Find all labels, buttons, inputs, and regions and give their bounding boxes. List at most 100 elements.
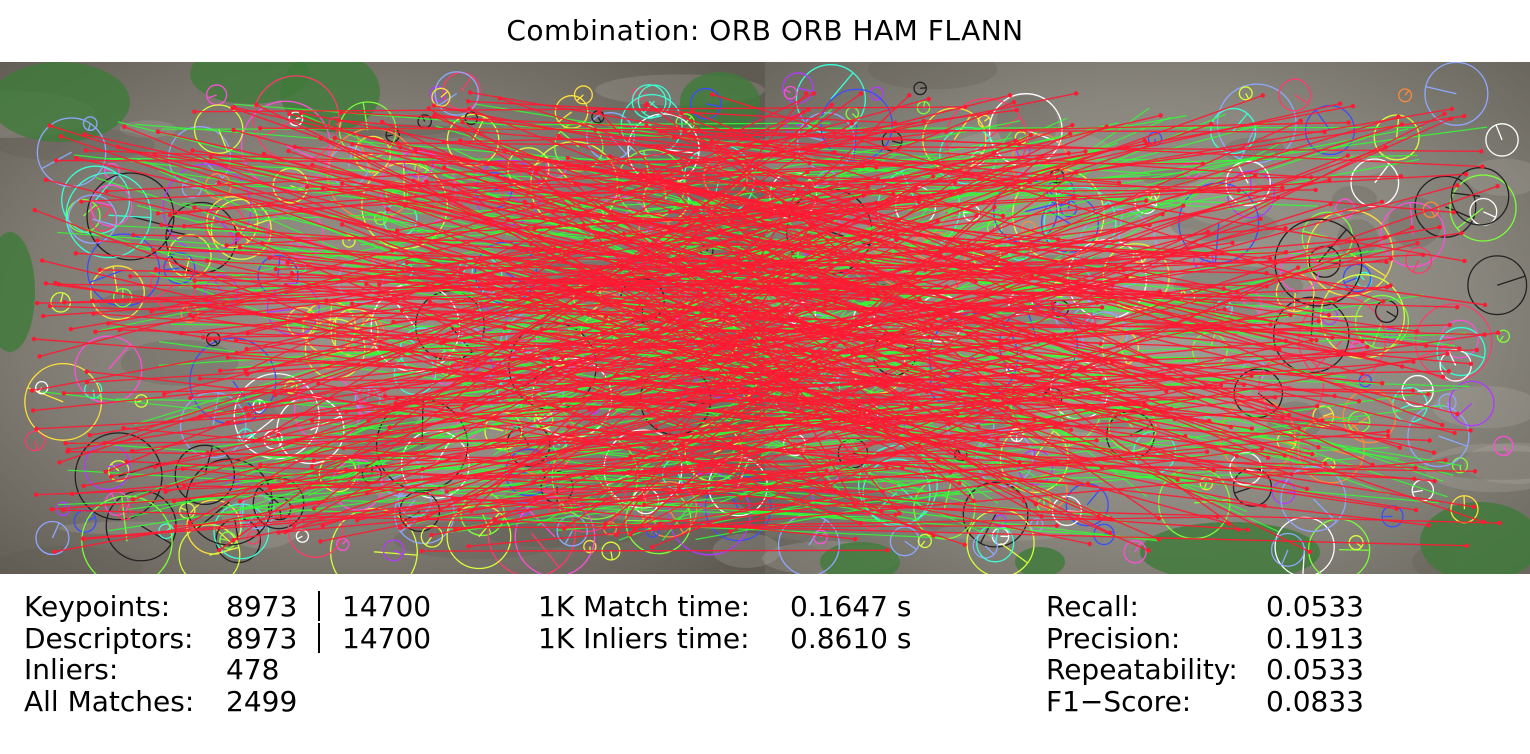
keypoint-orientation (83, 204, 97, 217)
keypoint-orientation (1350, 344, 1358, 349)
keypoint-orientation (634, 88, 639, 95)
match-endpoint (273, 266, 278, 272)
match-endpoint (216, 180, 222, 185)
match-endpoint (709, 138, 714, 144)
match-line (406, 261, 1333, 339)
match-endpoint (1068, 427, 1074, 433)
match-endpoint (276, 432, 281, 438)
match-endpoint (823, 303, 828, 308)
match-endpoint (43, 281, 49, 286)
match-endpoint (1295, 265, 1301, 270)
match-endpoint (355, 517, 360, 523)
match-endpoint (643, 103, 648, 108)
match-endpoint (190, 148, 195, 153)
match-line (105, 101, 1015, 473)
inlier-line (211, 157, 1454, 476)
match-endpoint (468, 509, 474, 514)
inlier-line (749, 356, 1399, 460)
match-endpoint (162, 391, 167, 397)
match-endpoint (1482, 302, 1488, 308)
match-endpoint (1497, 520, 1502, 526)
keypoint (84, 380, 103, 399)
match-endpoint (1147, 222, 1152, 228)
precision-label: Precision: (1046, 621, 1181, 655)
match-endpoint (244, 346, 249, 352)
match-endpoint (339, 222, 345, 227)
match-endpoint (159, 222, 164, 228)
keypoint (869, 86, 884, 101)
repeatability-value: 0.0533 (1266, 653, 1364, 686)
keypoint-orientation (373, 551, 418, 556)
match-endpoint (1409, 225, 1415, 230)
match-line (660, 130, 1020, 145)
keypoint (134, 394, 149, 408)
match-endpoint (975, 379, 981, 384)
keypoint-orientation (1302, 230, 1328, 238)
keypoint-orientation (1438, 435, 1468, 447)
match-endpoint (497, 96, 502, 101)
keypoint-orientation (154, 285, 174, 300)
match-endpoint (40, 258, 45, 263)
match-endpoint (1385, 433, 1391, 439)
match-endpoint (1356, 398, 1362, 404)
match-endpoint (1054, 523, 1060, 528)
match-line (550, 360, 1265, 507)
match-endpoint (29, 388, 35, 393)
match-endpoint (413, 147, 419, 152)
keypoint (213, 503, 270, 560)
match-endpoint (65, 449, 70, 454)
match-endpoint (1296, 426, 1302, 431)
match-endpoint (1454, 305, 1460, 310)
match-line (719, 263, 1326, 465)
match-endpoint (1265, 455, 1271, 461)
match-line (669, 181, 1160, 519)
match-line (604, 206, 995, 525)
match-endpoint (460, 406, 465, 412)
match-endpoint (173, 524, 178, 529)
match-endpoint (1268, 322, 1273, 327)
match-endpoint (649, 327, 655, 333)
match-endpoint (201, 335, 206, 340)
keypoint (1123, 540, 1147, 564)
match-endpoint (852, 503, 858, 508)
match-line (124, 126, 920, 447)
match-line (287, 261, 1283, 419)
match-endpoint (1083, 149, 1088, 154)
match-endpoint (1168, 406, 1174, 411)
match-line (227, 356, 1471, 432)
match-endpoint (43, 177, 49, 183)
match-endpoint (603, 314, 608, 320)
match-endpoint (1164, 388, 1169, 394)
match-endpoint (152, 464, 158, 470)
keypoint-orientation (92, 389, 96, 399)
bark-patch (1432, 386, 1530, 429)
match-line (740, 226, 1413, 499)
match-endpoint (62, 300, 67, 305)
keypoint-orientation (1000, 542, 1029, 564)
match-endpoint (849, 350, 855, 356)
match-line (532, 206, 926, 271)
match-line (618, 92, 814, 191)
match-line (429, 301, 1229, 525)
match-endpoint (1365, 344, 1370, 350)
match-endpoint (332, 135, 337, 141)
match-line (656, 184, 1458, 403)
keypoint-orientation (1359, 421, 1370, 424)
match-endpoint (465, 99, 471, 104)
match-endpoint (231, 127, 236, 133)
match-line (95, 200, 1147, 333)
keypoint-orientation (610, 550, 614, 560)
inliers-value: 478 (226, 653, 280, 686)
match-endpoint (1459, 230, 1464, 236)
match-line (418, 120, 1302, 520)
bark-patch (867, 62, 998, 90)
keypoint-orientation (219, 538, 229, 541)
match-endpoint (828, 265, 834, 270)
match-endpoint (1222, 307, 1227, 312)
match-endpoint (1050, 301, 1055, 306)
match-endpoint (1495, 183, 1500, 189)
match-endpoint (1144, 141, 1150, 146)
keypoint-orientation (207, 94, 217, 99)
match-endpoint (1099, 305, 1105, 310)
match-endpoint (644, 173, 649, 178)
